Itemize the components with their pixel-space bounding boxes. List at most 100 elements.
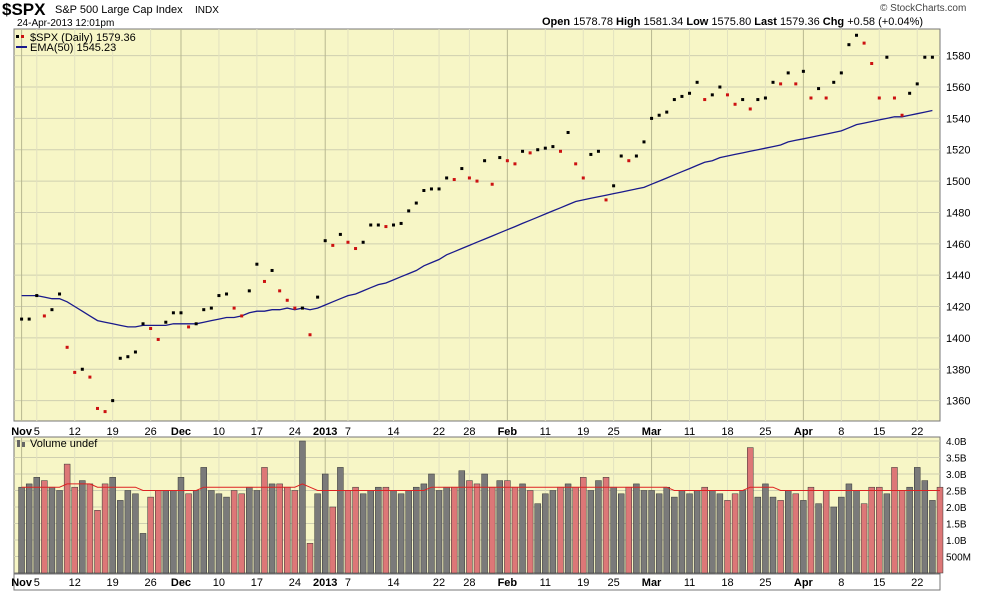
volume-bar — [170, 490, 177, 574]
volume-bar — [291, 490, 299, 574]
price-point — [543, 146, 547, 150]
volume-bar — [79, 480, 86, 574]
price-x-tick-label: 14 — [387, 426, 399, 438]
volume-bar — [868, 486, 875, 574]
price-point — [467, 176, 471, 180]
volume-bar — [580, 477, 587, 574]
volume-bar — [587, 490, 595, 574]
price-point — [794, 82, 798, 86]
volume-bar — [466, 480, 473, 574]
volume-bar — [321, 473, 329, 574]
price-point — [217, 294, 221, 298]
volume-bar — [898, 490, 906, 574]
price-tick-label: 1560 — [946, 82, 970, 94]
volume-bar — [382, 486, 390, 574]
open-label: Open — [542, 16, 571, 28]
price-point — [521, 149, 525, 153]
price-point — [141, 322, 145, 326]
volume-bar — [815, 503, 822, 574]
volume-bar — [686, 493, 693, 574]
price-point — [262, 279, 266, 283]
volume-tick-label: 1.0B — [946, 536, 967, 547]
price-point — [255, 262, 259, 266]
price-point — [839, 71, 843, 75]
price-x-tick-label: Apr — [794, 426, 814, 438]
volume-x-tick-label: 19 — [107, 577, 119, 589]
price-point — [73, 370, 77, 374]
volume-x-tick-label: 24 — [289, 577, 301, 589]
price-point — [27, 317, 31, 321]
price-x-tick-label: 10 — [213, 426, 225, 438]
volume-bar — [352, 486, 359, 574]
price-point — [422, 189, 426, 193]
volume-bar — [299, 440, 306, 574]
price-point — [323, 239, 327, 243]
volume-bar — [853, 490, 860, 574]
volume-bar — [800, 500, 807, 574]
volume-x-tick-label: 5 — [34, 577, 40, 589]
volume-bar — [473, 483, 481, 574]
volume-bar — [177, 477, 185, 574]
volume-x-tick-label: Mar — [642, 577, 662, 589]
high-label: High — [616, 16, 641, 28]
price-x-tick-label: Dec — [171, 426, 191, 438]
price-point — [581, 176, 585, 180]
price-point — [505, 159, 509, 163]
volume-x-tick-label: Nov — [11, 577, 33, 589]
volume-bar — [94, 510, 101, 574]
volume-bar — [223, 496, 230, 574]
volume-bar — [48, 486, 56, 574]
price-tick-label: 1540 — [946, 113, 970, 125]
price-tick-label: 1440 — [946, 270, 970, 282]
price-point — [862, 41, 866, 45]
price-x-tick-label: 2013 — [313, 426, 337, 438]
price-x-tick-label: 28 — [463, 426, 475, 438]
volume-tick-label: 1.5B — [946, 520, 967, 531]
volume-bar — [496, 480, 503, 574]
price-point — [870, 61, 874, 65]
volume-bar — [117, 500, 124, 574]
volume-bar — [564, 483, 572, 574]
price-point — [407, 209, 411, 213]
volume-x-tick-label: 28 — [463, 577, 475, 589]
volume-bar — [549, 490, 557, 574]
quote-date: 24-Apr-2013 12:01pm — [17, 18, 115, 29]
price-point — [95, 406, 99, 410]
volume-bar — [413, 486, 420, 574]
price-point — [194, 322, 198, 326]
price-x-tick-label: 12 — [69, 426, 81, 438]
volume-bar — [830, 506, 837, 574]
price-tick-label: 1480 — [946, 207, 970, 219]
legend-volume-swatch — [17, 440, 20, 447]
volume-bar — [526, 490, 534, 574]
volume-x-tick-label: 15 — [873, 577, 885, 589]
price-point — [247, 289, 251, 293]
price-point — [354, 247, 358, 251]
volume-x-tick-label: 26 — [144, 577, 156, 589]
volume-bar — [132, 493, 139, 574]
price-point — [293, 306, 297, 310]
volume-bar — [640, 490, 648, 574]
last-label: Last — [754, 16, 777, 28]
price-panel — [13, 28, 941, 422]
price-tick-label: 1500 — [946, 176, 970, 188]
price-point — [65, 345, 69, 349]
price-point — [801, 69, 805, 73]
price-x-tick-label: 24 — [289, 426, 301, 438]
volume-tick-label: 2.5B — [946, 487, 967, 498]
chg-value: +0.58 (+0.04%) — [847, 16, 924, 28]
price-point — [604, 198, 608, 202]
volume-bar — [253, 490, 261, 574]
volume-bar — [693, 490, 701, 574]
price-point — [710, 93, 714, 97]
volume-bar — [883, 493, 891, 574]
volume-bar — [375, 486, 382, 574]
volume-x-tick-label: 22 — [433, 577, 445, 589]
price-tick-label: 1580 — [946, 51, 970, 63]
price-x-tick-label: 22 — [911, 426, 923, 438]
volume-bar — [747, 447, 754, 574]
volume-bar — [185, 493, 192, 574]
volume-bar — [215, 493, 223, 574]
volume-bar — [238, 493, 245, 574]
